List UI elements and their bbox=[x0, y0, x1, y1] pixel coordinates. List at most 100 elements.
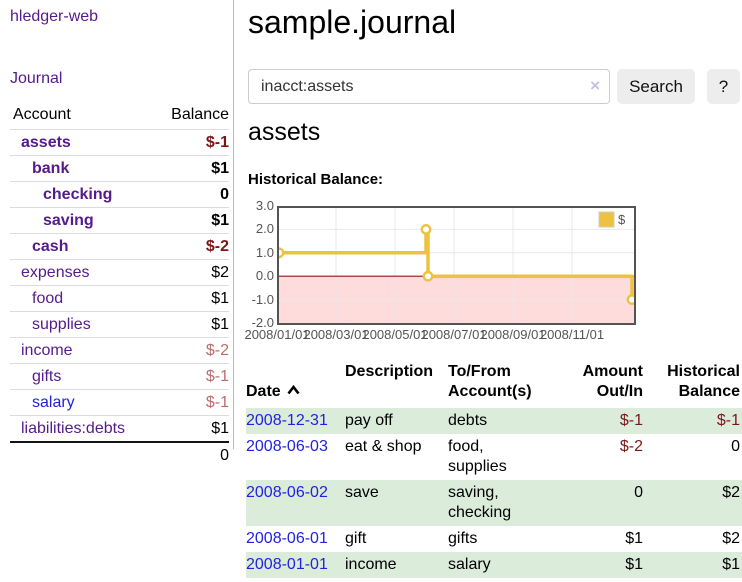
search-input[interactable] bbox=[248, 69, 610, 104]
register-header-date[interactable]: Date bbox=[246, 360, 345, 408]
transaction-amount: $-2 bbox=[619, 438, 643, 455]
x-tick: 2008/09/01 bbox=[480, 327, 546, 342]
account-balance: $1 bbox=[211, 316, 229, 333]
register-header-balance: Historical Balance bbox=[667, 363, 740, 400]
account-row: supplies $1 bbox=[10, 312, 229, 338]
register-header-description: Description bbox=[345, 363, 434, 380]
account-row: gifts $-1 bbox=[10, 364, 229, 390]
account-row: cash $-2 bbox=[10, 234, 229, 260]
accounts-table: Account Balance assets $-1 bank $1 check… bbox=[10, 101, 229, 468]
transaction-balance: $1 bbox=[722, 556, 740, 573]
chart-plot: $ bbox=[277, 206, 636, 325]
accounts-total-row: 0 bbox=[10, 442, 229, 468]
legend-label: $ bbox=[618, 212, 626, 227]
account-row: expenses $2 bbox=[10, 260, 229, 286]
sidebar-item-journal[interactable]: Journal bbox=[10, 70, 63, 87]
account-balance: $-1 bbox=[205, 394, 229, 411]
transaction-date-link[interactable]: 2008-06-03 bbox=[246, 438, 328, 455]
x-tick: 2008/03/01 bbox=[303, 327, 369, 342]
accounts-header-balance: Balance bbox=[171, 106, 229, 123]
transaction-accounts: salary bbox=[448, 556, 491, 573]
register-row: 2008-06-03 eat & shop food, supplies $-2… bbox=[246, 434, 742, 480]
account-link-saving[interactable]: saving bbox=[43, 212, 94, 229]
transaction-accounts: food, supplies bbox=[448, 438, 507, 475]
register-row: 2008-06-02 save saving, checking 0 $2 bbox=[246, 480, 742, 526]
y-tick: -1.0 bbox=[251, 292, 274, 307]
transaction-description: gift bbox=[345, 530, 367, 547]
help-button[interactable]: ? bbox=[707, 69, 740, 104]
account-link-food[interactable]: food bbox=[32, 290, 64, 307]
transaction-accounts: gifts bbox=[448, 530, 478, 547]
account-balance: $1 bbox=[211, 290, 229, 307]
historical-balance-chart: 3.0 2.0 1.0 0.0 -1.0 -2.0 $ 2008/ bbox=[244, 198, 742, 346]
account-link-checking[interactable]: checking bbox=[43, 186, 113, 203]
account-balance: $1 bbox=[211, 212, 229, 229]
transaction-date-link[interactable]: 2008-06-01 bbox=[246, 530, 328, 547]
register-row: 2008-01-01 income salary $1 $1 bbox=[246, 552, 742, 578]
account-balance: $2 bbox=[211, 264, 229, 281]
transaction-amount: $1 bbox=[625, 556, 643, 573]
transaction-date-link[interactable]: 2008-06-02 bbox=[246, 484, 328, 501]
x-tick: 2008/11/01 bbox=[539, 327, 605, 342]
account-row: bank $1 bbox=[10, 156, 229, 182]
account-row: saving $1 bbox=[10, 208, 229, 234]
account-link-expenses[interactable]: expenses bbox=[21, 264, 90, 281]
account-row: assets $-1 bbox=[10, 130, 229, 156]
account-balance: $-2 bbox=[205, 238, 229, 255]
register-header-row: Date Description To/From Account(s) Amou… bbox=[246, 360, 742, 408]
clear-search-icon[interactable]: × bbox=[590, 76, 600, 95]
transaction-description: income bbox=[345, 556, 397, 573]
x-tick: 2008/05/01 bbox=[362, 327, 428, 342]
register-row: 2008-06-01 gift gifts $1 $2 bbox=[246, 526, 742, 552]
account-link-cash[interactable]: cash bbox=[32, 238, 69, 255]
historical-balance-label: Historical Balance: bbox=[248, 171, 384, 188]
account-link-supplies[interactable]: supplies bbox=[32, 316, 91, 333]
account-row: salary $-1 bbox=[10, 390, 229, 416]
transaction-amount: 0 bbox=[634, 484, 643, 501]
transaction-description: pay off bbox=[345, 412, 393, 429]
account-link-assets[interactable]: assets bbox=[21, 134, 71, 151]
y-tick: 0.0 bbox=[255, 268, 274, 283]
transaction-accounts: debts bbox=[448, 412, 488, 429]
account-link-gifts[interactable]: gifts bbox=[32, 368, 62, 385]
transaction-balance: $2 bbox=[722, 530, 740, 547]
account-link-salary[interactable]: salary bbox=[32, 394, 75, 411]
account-row: liabilities:debts $1 bbox=[10, 416, 229, 442]
accounts-header-row: Account Balance bbox=[10, 101, 229, 130]
account-balance: $-1 bbox=[205, 134, 229, 151]
register-table: Date Description To/From Account(s) Amou… bbox=[246, 360, 742, 578]
account-balance: $1 bbox=[211, 420, 229, 437]
account-heading: assets bbox=[248, 118, 321, 146]
transaction-date-link[interactable]: 2008-01-01 bbox=[246, 556, 328, 573]
brand-link[interactable]: hledger-web bbox=[10, 8, 99, 25]
account-link-bank[interactable]: bank bbox=[32, 160, 70, 177]
account-balance: 0 bbox=[220, 186, 229, 203]
y-tick: 3.0 bbox=[255, 198, 274, 213]
transaction-amount: $-1 bbox=[619, 412, 643, 429]
gridlines bbox=[279, 208, 634, 323]
account-row: food $1 bbox=[10, 286, 229, 312]
transaction-balance: 0 bbox=[731, 438, 740, 455]
register-header-accounts: To/From Account(s) bbox=[448, 363, 532, 400]
register-row: 2008-12-31 pay off debts $-1 $-1 bbox=[246, 408, 742, 434]
account-row: income $-2 bbox=[10, 338, 229, 364]
transaction-description: eat & shop bbox=[345, 438, 422, 455]
transaction-accounts: saving, checking bbox=[448, 484, 512, 521]
chart-legend: $ bbox=[598, 211, 626, 228]
transaction-date-link[interactable]: 2008-12-31 bbox=[246, 412, 328, 429]
x-tick: 2008/07/01 bbox=[421, 327, 487, 342]
search-input-wrap: × bbox=[248, 69, 610, 104]
transaction-balance: $-1 bbox=[716, 412, 740, 429]
account-balance: $-1 bbox=[205, 368, 229, 385]
x-tick: 2008/01/01 bbox=[244, 327, 310, 342]
search-button[interactable]: Search bbox=[617, 69, 695, 104]
register-header-amount: Amount Out/In bbox=[582, 363, 643, 400]
chart-border bbox=[277, 206, 636, 325]
y-tick: 2.0 bbox=[255, 221, 274, 236]
date-header-label: Date bbox=[246, 383, 281, 400]
account-row: checking 0 bbox=[10, 182, 229, 208]
sort-ascending-icon bbox=[287, 384, 300, 395]
transaction-balance: $2 bbox=[722, 484, 740, 501]
account-link-income[interactable]: income bbox=[21, 342, 73, 359]
account-link-liabilities-debts[interactable]: liabilities:debts bbox=[21, 420, 126, 437]
